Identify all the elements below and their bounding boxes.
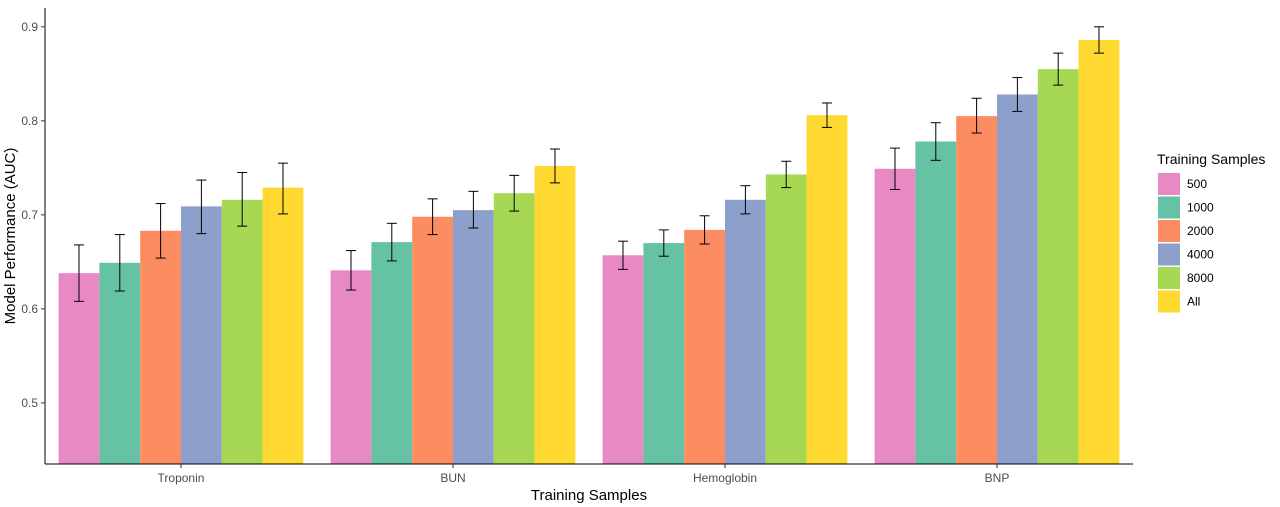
error-bar-hemoglobin-1000 bbox=[658, 229, 669, 257]
bars-layer bbox=[58, 39, 1120, 465]
legend-label: All bbox=[1187, 295, 1200, 309]
error-bar-bun-1000 bbox=[386, 222, 397, 262]
error-bar-troponin-1000 bbox=[114, 234, 125, 292]
bar-bun-4000 bbox=[453, 210, 494, 464]
legend-label: 8000 bbox=[1187, 271, 1214, 285]
bar-hemoglobin-8000 bbox=[765, 174, 807, 465]
bar-bnp-500 bbox=[874, 168, 916, 464]
error-bar-bun-2000 bbox=[427, 198, 438, 236]
error-bars-layer bbox=[74, 26, 1104, 302]
legend-swatch bbox=[1158, 243, 1180, 266]
error-bar-troponin-4000 bbox=[196, 179, 207, 235]
legend-swatch bbox=[1158, 196, 1180, 219]
legend: Training Samples 500 1000 2000 4000 8000 All bbox=[1157, 151, 1265, 313]
legend-swatch bbox=[1158, 173, 1180, 195]
error-bar-bun-8000 bbox=[509, 174, 520, 212]
bar-hemoglobin-4000 bbox=[725, 199, 766, 465]
bar-bun-all bbox=[534, 165, 576, 464]
x-ticks-layer: Troponin BUN Hemoglobin BNP bbox=[158, 464, 1010, 485]
error-bar-hemoglobin-all bbox=[822, 102, 832, 128]
error-bar-bnp-4000 bbox=[1012, 77, 1023, 112]
y-tick-label: 0.8 bbox=[21, 114, 38, 128]
bar-bun-1000 bbox=[371, 242, 413, 464]
legend-label: 2000 bbox=[1187, 224, 1214, 238]
bar-bnp-4000 bbox=[997, 94, 1038, 464]
error-bar-bnp-all bbox=[1094, 26, 1104, 54]
y-ticks-layer: 0.5 0.6 0.7 0.8 0.9 bbox=[21, 20, 45, 410]
bar-hemoglobin-2000 bbox=[684, 229, 725, 464]
x-tick-label: BUN bbox=[440, 471, 465, 485]
y-tick-label: 0.5 bbox=[21, 396, 38, 410]
y-tick-label: 0.7 bbox=[21, 208, 38, 222]
bar-troponin-8000 bbox=[221, 199, 263, 465]
error-bar-hemoglobin-8000 bbox=[781, 160, 792, 189]
bar-troponin-4000 bbox=[181, 206, 222, 464]
bar-bun-8000 bbox=[493, 193, 535, 464]
error-bar-troponin-2000 bbox=[155, 203, 166, 259]
legend-swatch bbox=[1158, 267, 1180, 289]
error-bar-troponin-500 bbox=[74, 244, 84, 302]
legend-label: 500 bbox=[1187, 177, 1207, 191]
error-bar-troponin-8000 bbox=[237, 172, 248, 227]
legend-items: 500 1000 2000 4000 8000 All bbox=[1158, 173, 1214, 313]
error-bar-hemoglobin-2000 bbox=[699, 215, 710, 245]
error-bar-bnp-1000 bbox=[930, 122, 941, 161]
error-bar-bun-4000 bbox=[468, 190, 479, 229]
error-bar-hemoglobin-500 bbox=[618, 240, 628, 270]
bar-bnp-all bbox=[1078, 39, 1120, 464]
legend-swatch bbox=[1158, 290, 1180, 313]
bar-troponin-2000 bbox=[140, 230, 181, 464]
y-tick-label: 0.9 bbox=[21, 20, 38, 34]
bar-hemoglobin-1000 bbox=[643, 243, 685, 464]
error-bar-bnp-2000 bbox=[971, 97, 982, 134]
error-bar-bun-all bbox=[550, 148, 560, 184]
error-bar-bnp-500 bbox=[890, 147, 900, 190]
bar-troponin-1000 bbox=[99, 262, 141, 464]
bar-bnp-8000 bbox=[1037, 69, 1079, 465]
error-bar-bun-500 bbox=[346, 250, 356, 291]
legend-label: 1000 bbox=[1187, 201, 1214, 215]
x-axis-title: Training Samples bbox=[531, 487, 647, 504]
axes-layer bbox=[44, 8, 1133, 465]
bar-troponin-all bbox=[262, 187, 304, 464]
bar-troponin-500 bbox=[58, 273, 100, 464]
legend-title: Training Samples bbox=[1157, 151, 1265, 167]
legend-swatch bbox=[1158, 220, 1180, 242]
x-tick-label: Hemoglobin bbox=[693, 471, 757, 485]
bar-bun-2000 bbox=[412, 216, 453, 464]
error-bar-bnp-8000 bbox=[1053, 52, 1064, 86]
bar-hemoglobin-500 bbox=[602, 255, 644, 464]
y-axis-title: Model Performance (AUC) bbox=[2, 148, 19, 325]
y-tick-label: 0.6 bbox=[21, 302, 38, 316]
error-bar-hemoglobin-4000 bbox=[740, 185, 751, 215]
bar-bun-500 bbox=[330, 270, 372, 464]
legend-label: 4000 bbox=[1187, 248, 1214, 262]
bar-hemoglobin-all bbox=[806, 115, 848, 465]
error-bar-troponin-all bbox=[278, 162, 288, 215]
x-tick-label: BNP bbox=[985, 471, 1010, 485]
x-tick-label: Troponin bbox=[158, 471, 205, 485]
bar-bnp-1000 bbox=[915, 141, 957, 464]
bar-bnp-2000 bbox=[956, 116, 997, 465]
